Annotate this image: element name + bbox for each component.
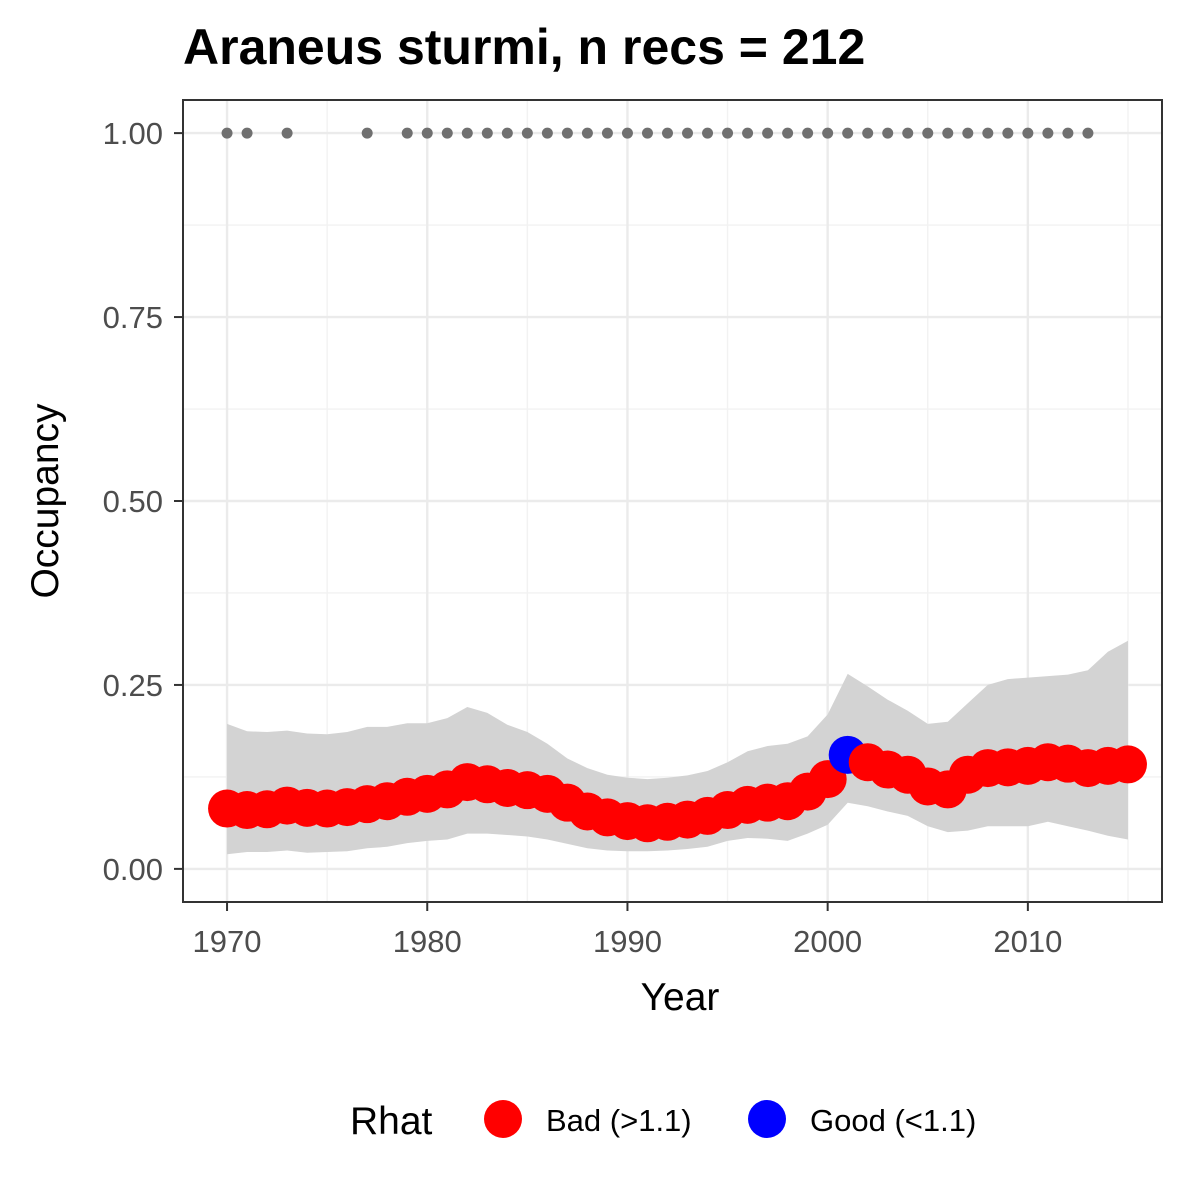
y-tick-label: 0.25 — [103, 668, 163, 703]
record-point — [221, 127, 233, 139]
y-tick-label: 0.75 — [103, 300, 163, 335]
record-point — [401, 127, 413, 139]
x-axis-title: Year — [641, 976, 720, 1019]
record-point — [1042, 127, 1054, 139]
legend-label-bad: Bad (>1.1) — [546, 1103, 692, 1138]
legend-key-good — [748, 1100, 786, 1138]
record-point — [601, 127, 613, 139]
legend: Rhat Bad (>1.1) Good (<1.1) — [350, 1100, 976, 1143]
record-point — [561, 127, 573, 139]
record-point — [661, 127, 673, 139]
y-axis-title: Occupancy — [24, 403, 67, 599]
record-point — [962, 127, 974, 139]
y-tick-label: 0.00 — [103, 852, 163, 887]
record-point — [581, 127, 593, 139]
record-point — [822, 127, 834, 139]
occupancy-point-bad — [1108, 745, 1147, 784]
x-tick-label: 2010 — [993, 924, 1062, 959]
x-tick-label: 1990 — [593, 924, 662, 959]
occupancy-points-layer — [208, 735, 1147, 843]
legend-title: Rhat — [350, 1100, 433, 1143]
legend-key-bad — [484, 1100, 522, 1138]
axis-ticks: 1970 1980 1990 2000 2010 0.00 0.25 0.50 0.75 1.00 — [103, 116, 1063, 959]
chart-title: Araneus sturmi, n recs = 212 — [183, 19, 865, 75]
x-tick-label: 1970 — [193, 924, 262, 959]
record-point — [862, 127, 874, 139]
record-point — [541, 127, 553, 139]
record-point — [641, 127, 653, 139]
record-point — [521, 127, 533, 139]
record-point — [982, 127, 994, 139]
record-point — [441, 127, 453, 139]
record-point — [742, 127, 754, 139]
x-tick-label: 2000 — [793, 924, 862, 959]
record-point — [461, 127, 473, 139]
record-point — [501, 127, 513, 139]
record-point — [842, 127, 854, 139]
record-point — [621, 127, 633, 139]
record-point — [1062, 127, 1074, 139]
record-point — [802, 127, 814, 139]
record-point — [481, 127, 493, 139]
record-point — [782, 127, 794, 139]
record-point — [762, 127, 774, 139]
record-point — [882, 127, 894, 139]
record-point — [942, 127, 954, 139]
record-point — [281, 127, 293, 139]
records-layer — [221, 127, 1094, 139]
record-point — [1002, 127, 1014, 139]
record-point — [922, 127, 934, 139]
legend-label-good: Good (<1.1) — [810, 1103, 976, 1138]
record-point — [902, 127, 914, 139]
y-tick-label: 1.00 — [103, 116, 163, 151]
record-point — [682, 127, 694, 139]
record-point — [361, 127, 373, 139]
record-point — [702, 127, 714, 139]
record-point — [1022, 127, 1034, 139]
record-point — [722, 127, 734, 139]
record-point — [241, 127, 253, 139]
x-tick-label: 1980 — [393, 924, 462, 959]
record-point — [1082, 127, 1094, 139]
record-point — [421, 127, 433, 139]
y-tick-label: 0.50 — [103, 484, 163, 519]
